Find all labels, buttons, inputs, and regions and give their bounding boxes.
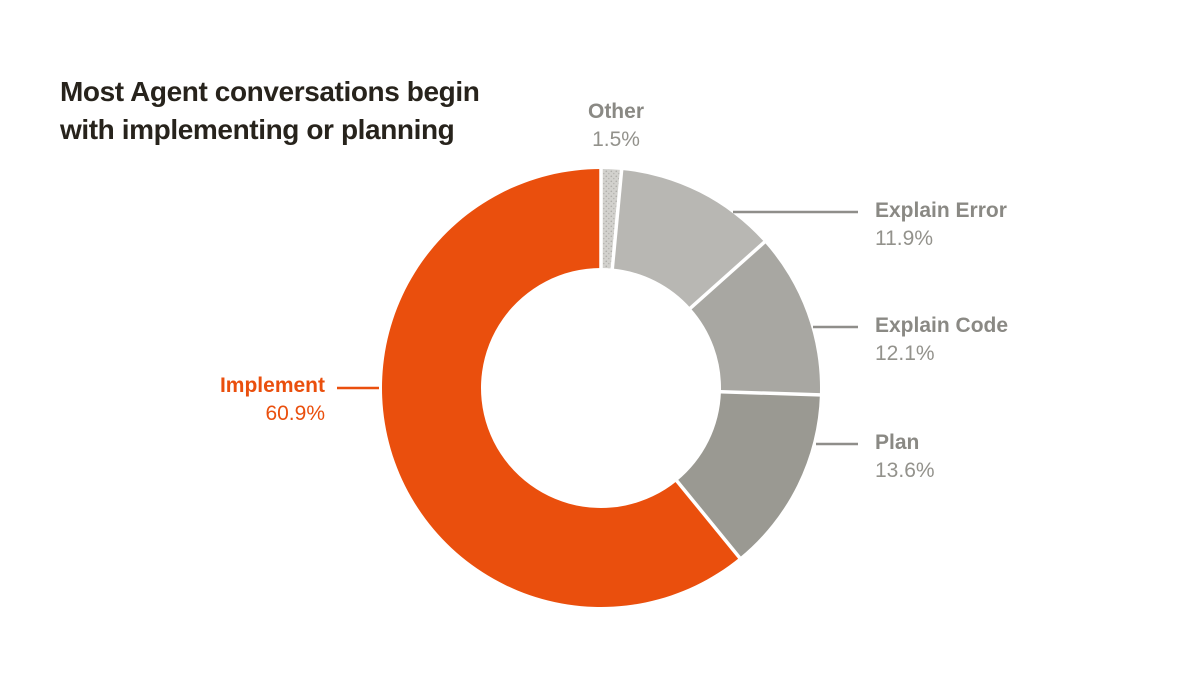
slice-label-implement: Implement 60.9% [220,372,325,428]
slice-label-implement-name: Implement [219,374,325,397]
leader-lines [337,210,858,446]
donut-slice-gaps [599,165,824,562]
slice-label-explain-error-value: 11.9% [875,227,933,250]
slice-label-plan: Plan 13.6% [875,429,935,485]
slice-gap [673,476,744,562]
slice-label-other-value: 1.5% [592,128,640,151]
slice-label-implement-value: 60.9% [265,402,325,425]
slice-label-explain-error: Explain Error 11.9% [875,197,1007,253]
page-title-line-2: with implementing or planning [60,113,455,145]
page-title: Most Agent conversations begin with impl… [60,73,480,149]
slice-label-explain-error-name: Explain Error [875,199,1007,222]
slice-gap [610,165,624,273]
slice-label-plan-name: Plan [875,431,920,454]
slice-label-explain-code-name: Explain Code [875,314,1009,337]
page-title-line-1: Most Agent conversations begin [60,75,480,107]
donut-slice-other [601,169,622,269]
slice-label-other-name: Other [587,100,644,123]
slice-gap [686,238,769,313]
slice-label-explain-code: Explain Code 12.1% [875,312,1008,368]
slice-gap [716,389,824,397]
slice-label-explain-code-value: 12.1% [875,342,935,365]
donut-slice-explain-error [612,169,765,309]
donut-slice-implement [382,168,740,607]
slice-label-other: Other 1.5% [556,98,676,154]
slice-label-plan-value: 13.6% [875,459,935,482]
donut-slice-plan [676,391,820,558]
